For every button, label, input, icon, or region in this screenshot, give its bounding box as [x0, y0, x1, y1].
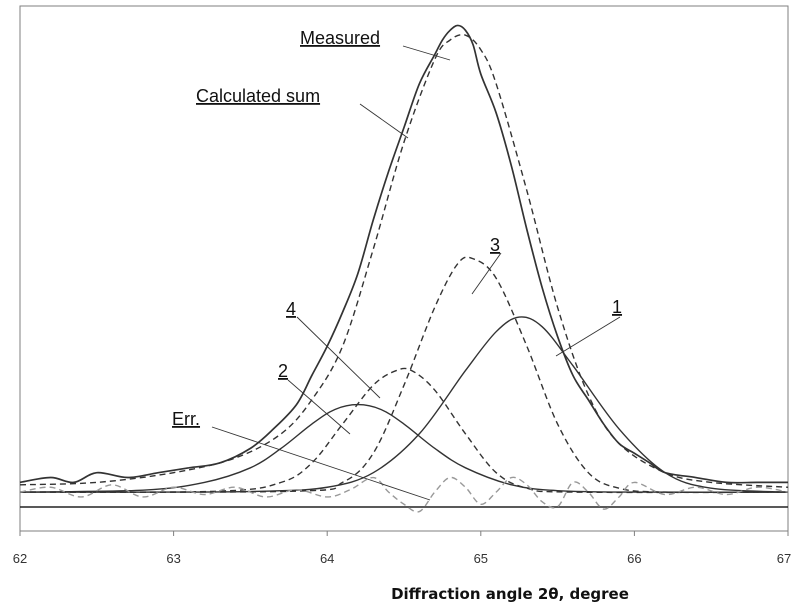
series-line-err: [19, 476, 789, 513]
leader-line-1: [555, 316, 621, 357]
annotation-layer: Measured Calculated sum 3 4 1 2 Err.: [172, 28, 622, 501]
annotation-1: 1: [612, 297, 622, 317]
series-line-3: [19, 256, 789, 494]
leader-line-calculated-sum: [359, 103, 409, 139]
x-axis-label: Diffraction angle 2θ, degree: [391, 585, 629, 603]
annotation-2: 2: [278, 361, 288, 381]
series-line-calculated-sum: [19, 33, 789, 488]
series-line-1: [19, 316, 789, 493]
x-tick-label: 63: [166, 551, 180, 566]
series-line-measured: [19, 24, 788, 484]
x-tick-label: 62: [13, 551, 27, 566]
x-tick-label: 64: [320, 551, 334, 566]
leader-line-measured: [402, 45, 451, 61]
annotation-err: Err.: [172, 409, 200, 429]
leader-line-2: [287, 379, 351, 435]
series-line-4: [19, 367, 789, 494]
annotation-4: 4: [286, 299, 296, 319]
annotation-calculated-sum: Calculated sum: [196, 86, 320, 106]
leader-line-3: [471, 252, 502, 295]
series-layer: [19, 24, 789, 513]
series-line-2: [19, 403, 789, 493]
leader-line-err: [211, 426, 431, 501]
annotation-measured: Measured: [300, 28, 380, 48]
x-tick-label: 67: [777, 551, 791, 566]
plot-frame: [19, 5, 789, 532]
annotation-3: 3: [490, 235, 500, 255]
x-axis-ticks: 62 63 64 65 66 67: [13, 531, 791, 566]
x-tick-label: 66: [627, 551, 641, 566]
leader-line-4: [296, 316, 381, 399]
x-tick-label: 65: [474, 551, 488, 566]
